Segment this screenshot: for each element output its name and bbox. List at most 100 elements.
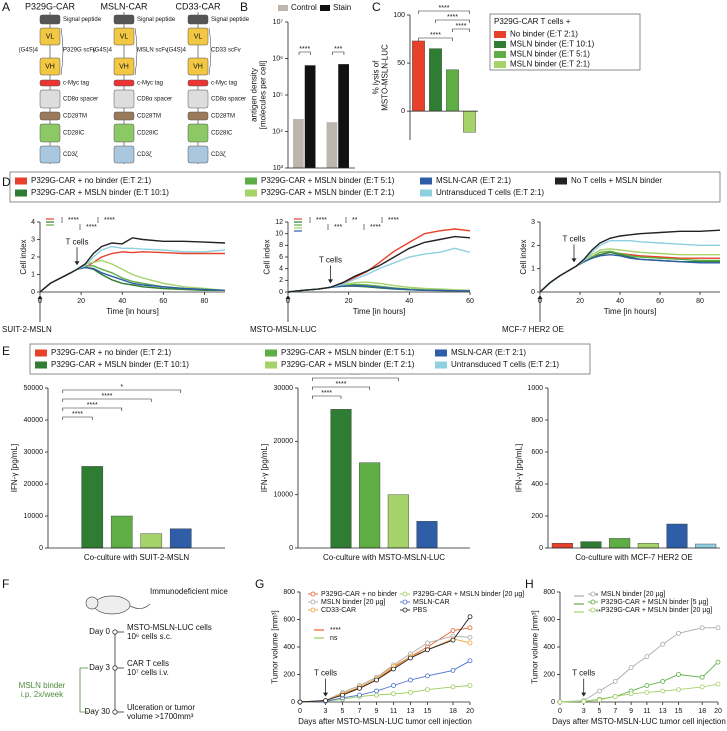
caption: MCF-7 HER2 OE (502, 325, 564, 334)
bar (580, 541, 602, 549)
marker (357, 692, 362, 698)
linker-label: (G4S)4 (167, 48, 187, 54)
marker (450, 628, 456, 633)
y-axis-label: IFN-γ [pg/mL] (514, 444, 523, 492)
domain (39, 111, 61, 121)
significance: **** (72, 411, 83, 418)
sig-bracket (312, 386, 370, 390)
x-axis-label: Co-culture with MCF-7 HER2 OE (575, 553, 692, 562)
sig-bracket (62, 389, 182, 393)
marker (374, 692, 379, 698)
y-tick-label: 10⁵ (272, 92, 283, 99)
legend-label: MSLN binder (E:T 5:1) (510, 50, 590, 59)
day-label: Day 30 (85, 707, 111, 716)
y-tick-label: 1000 (527, 385, 543, 392)
y-tick-label: 600 (543, 616, 555, 623)
bar (416, 521, 438, 549)
marker (450, 637, 456, 643)
series-line (287, 247, 471, 293)
x-tick-label: 40 (405, 298, 413, 305)
x-tick-label: 20 (576, 298, 584, 305)
y-tick-label: 400 (531, 481, 543, 488)
step-label: Ulceration or tumor (127, 703, 195, 712)
marker (297, 699, 303, 705)
domain (39, 79, 61, 87)
x-axis-label: Co-culture with MSTO-MSLN-LUC (323, 553, 445, 562)
domain (187, 111, 209, 121)
x-tick-label: 80 (696, 298, 704, 305)
marker (467, 614, 473, 620)
scfv-bracket (60, 27, 64, 76)
schematic-title: Immunodeficient mice (150, 587, 228, 596)
marker (612, 678, 618, 684)
legend-box (489, 13, 641, 71)
y-tick-label: 0 (31, 289, 35, 296)
marker (676, 630, 681, 636)
domain-label: c-Myc tag (211, 81, 237, 87)
domain-label: VL (120, 33, 129, 40)
x-tick-label: 11 (390, 708, 397, 715)
y-tick-label: 400 (283, 644, 295, 651)
significance: **** (330, 627, 341, 634)
sig-bracket (62, 407, 123, 411)
y-tick-label: 4 (31, 219, 35, 226)
arrow-head (571, 258, 577, 263)
legend-label: P329G-CAR + MSLN binder [20 µg] (413, 591, 524, 598)
legend-swatch (35, 349, 47, 357)
legend-swatch (15, 177, 27, 185)
bar (609, 538, 631, 549)
legend-label: Untransduced T cells (E:T 2:1) (451, 360, 559, 369)
panel-label: B (240, 0, 248, 14)
marker (450, 667, 456, 673)
sig-bracket (418, 10, 470, 14)
marker (425, 647, 430, 653)
legend-label: P329G-CAR + MSLN binder (E:T 5:1) (261, 176, 395, 185)
timepoint (112, 629, 118, 635)
y-tick-label: 8 (279, 242, 283, 249)
significance: **** (68, 217, 79, 224)
bar (359, 462, 381, 549)
y-tick-label: 12 (275, 219, 283, 226)
legend-swatch (265, 361, 277, 369)
marker (425, 687, 430, 693)
y-axis-label: Tumor volume [mm³] (531, 610, 540, 684)
event-label: T cells (66, 237, 89, 246)
panel-label: H (525, 577, 534, 591)
marker (408, 655, 413, 661)
x-tick-label: 20 (714, 708, 722, 715)
x-tick-label: 20 (466, 708, 474, 715)
legend-label: P329G-CAR + MSLN binder [20 µg] (601, 607, 712, 614)
x-tick-label: 80 (201, 298, 209, 305)
significance: **** (350, 372, 361, 379)
treatment-label: i.p. 2x/week (21, 690, 64, 699)
significance: **** (102, 393, 113, 400)
significance: **** (87, 402, 98, 409)
series-line (299, 685, 471, 703)
x-tick-label: 20 (345, 298, 353, 305)
domain-label: CD3ζ (63, 152, 78, 158)
marker (340, 692, 345, 698)
legend-marker (402, 607, 408, 613)
y-tick-label: 0 (401, 108, 405, 115)
legend-label: CD33-CAR (321, 607, 356, 614)
y-axis-label: MSTO-MSLN-LUC (381, 44, 390, 111)
domain-label: CD28TM (137, 114, 161, 120)
marker (612, 694, 618, 699)
domain (113, 111, 135, 121)
y-tick-label: 0 (289, 545, 293, 552)
legend-label: MSLN-CAR (413, 599, 450, 606)
x-tick-label: 60 (656, 298, 664, 305)
arrow-head (285, 295, 291, 299)
marker (323, 698, 328, 704)
arrow-head (37, 295, 43, 299)
x-tick-label: 11 (643, 708, 650, 715)
x-tick-label: 13 (407, 708, 415, 715)
marker (467, 625, 473, 631)
y-tick-label: 20000 (24, 481, 44, 488)
sig-bracket (452, 28, 470, 32)
significance: **** (316, 217, 327, 224)
bar (666, 523, 688, 549)
y-axis-label: Cell index (263, 239, 272, 274)
marker (628, 691, 634, 697)
panel-label: G (255, 577, 264, 591)
